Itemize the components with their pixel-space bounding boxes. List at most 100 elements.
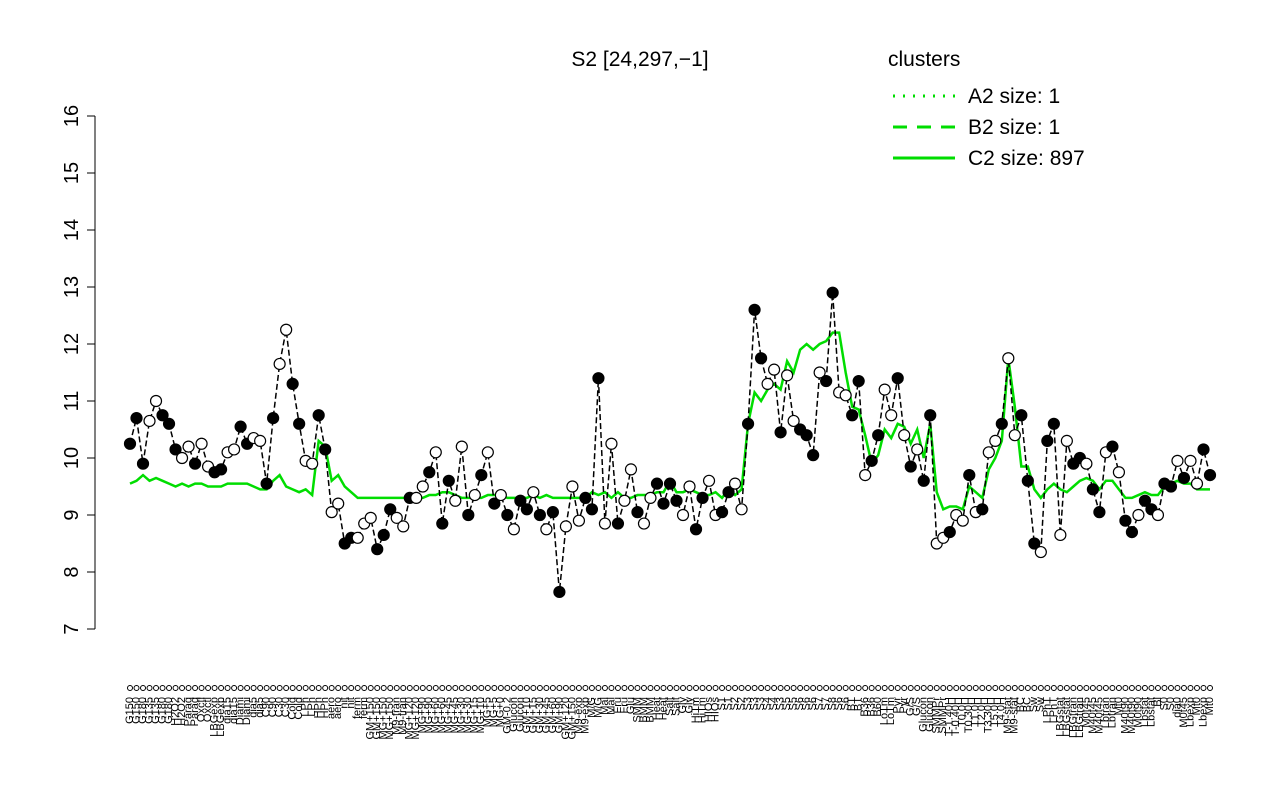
rug-point: [621, 685, 628, 691]
y-tick-label: 11: [61, 391, 83, 412]
rug-point: [1037, 685, 1044, 691]
x-tick-label: BT: [853, 697, 865, 711]
rug-point: [1057, 685, 1064, 691]
profile-point: [559, 520, 573, 533]
x-tick-label: Glu: [625, 697, 637, 714]
rug-point: [1063, 685, 1070, 691]
profile-point: [1171, 454, 1184, 467]
x-tick-label: MG+150: [384, 697, 396, 740]
profile-point: [436, 517, 449, 530]
x-tick-label: Fru: [618, 697, 630, 714]
rug-point: [471, 685, 478, 691]
profile-point: [865, 454, 878, 467]
profile-point: [995, 417, 1008, 430]
profile-point: [364, 511, 377, 524]
x-tick-label: ferm: [358, 697, 370, 719]
rug-point: [738, 685, 745, 691]
profile-point: [1015, 409, 1028, 422]
profile-point: [807, 449, 820, 462]
rug-point: [907, 685, 914, 691]
y-tick-label: 10: [61, 447, 83, 469]
rug-point: [510, 685, 517, 691]
rug-point: [569, 685, 576, 691]
rug-point: [946, 685, 953, 691]
x-tick-label: T5.0H: [989, 697, 1001, 727]
x-tick-label: S3: [775, 697, 787, 710]
rug-point: [133, 685, 140, 691]
profile-point: [1203, 469, 1217, 482]
x-tick-label: BMM: [644, 697, 656, 723]
x-tick-label: nit: [339, 697, 351, 709]
x-tick-label: G180: [163, 697, 175, 724]
x-tick-label: dia0: [1171, 697, 1183, 718]
profile-point: [377, 528, 390, 542]
rug-point: [432, 685, 439, 691]
x-tick-label: Salt: [670, 697, 682, 716]
rug-point: [966, 685, 973, 691]
rug-point: [998, 685, 1005, 691]
rug-point: [868, 685, 875, 691]
rug-point: [653, 685, 660, 691]
x-tick-label: S8: [827, 697, 839, 710]
x-tick-label: LoTm: [885, 697, 897, 725]
x-tick-label: S7: [820, 697, 832, 710]
rug-point: [562, 685, 569, 691]
profile-point: [754, 352, 768, 365]
profile-point: [911, 443, 924, 456]
rug-point: [634, 685, 641, 691]
x-tick-label: LPhT: [1041, 697, 1053, 724]
x-tick-label: T4.0H: [996, 697, 1008, 727]
legend-label: C2 size: 897: [968, 147, 1085, 170]
profile-point: [1086, 483, 1099, 496]
x-tick-label: MG+90: [417, 697, 429, 733]
rug-point: [1050, 685, 1057, 691]
x-tick-label: MG+5: [482, 697, 494, 727]
profile-point: [214, 463, 228, 476]
profile-point: [839, 389, 852, 402]
y-tick-label: 13: [61, 276, 83, 298]
rug-point: [595, 685, 602, 691]
rug-point: [205, 685, 212, 691]
rug-point: [1096, 685, 1103, 691]
rug-point: [640, 685, 647, 691]
x-tick-label: BT: [846, 697, 858, 711]
profile-point: [781, 369, 794, 382]
x-tick-label: M40t90: [1126, 697, 1138, 734]
profile-point: [963, 469, 976, 482]
rug-point: [1005, 685, 1012, 691]
profile-point: [455, 440, 468, 453]
profile-point: [611, 517, 625, 530]
x-tick-label: dia15: [228, 697, 240, 724]
profile-point: [156, 409, 169, 422]
x-tick-label: B36: [866, 697, 878, 717]
x-tick-label: GM+30: [534, 697, 546, 733]
rug-point: [855, 685, 862, 691]
x-tick-label: M9-tran: [397, 697, 409, 735]
x-tick-label: Lbstat: [1139, 697, 1151, 727]
profile-point: [976, 503, 989, 516]
profile-point: [1164, 480, 1178, 493]
rug-point: [413, 685, 420, 691]
x-tick-label: MG+5: [488, 697, 500, 727]
profile-point: [514, 494, 527, 507]
rug-point: [842, 685, 849, 691]
profile-point: [449, 494, 462, 507]
rug-point: [1174, 685, 1181, 691]
profile-point: [689, 523, 703, 536]
rug-point: [933, 685, 940, 691]
chart-title: S2 [24,297,−1]: [571, 48, 708, 71]
profile-point: [234, 420, 247, 433]
legend-label: A2 size: 1: [968, 85, 1060, 108]
x-tick-label: GM+10: [521, 697, 533, 733]
rug-point: [530, 685, 537, 691]
x-tick-label: LPh: [300, 697, 312, 717]
profile-point: [501, 508, 514, 522]
rug-point: [1089, 685, 1096, 691]
profile-point: [774, 426, 787, 439]
x-tick-label: Pyr: [892, 697, 904, 714]
profile-point: [924, 409, 937, 422]
profile-point: [280, 323, 293, 336]
rug-point: [914, 685, 921, 691]
rug-point: [504, 685, 511, 691]
rug-point: [289, 685, 296, 691]
